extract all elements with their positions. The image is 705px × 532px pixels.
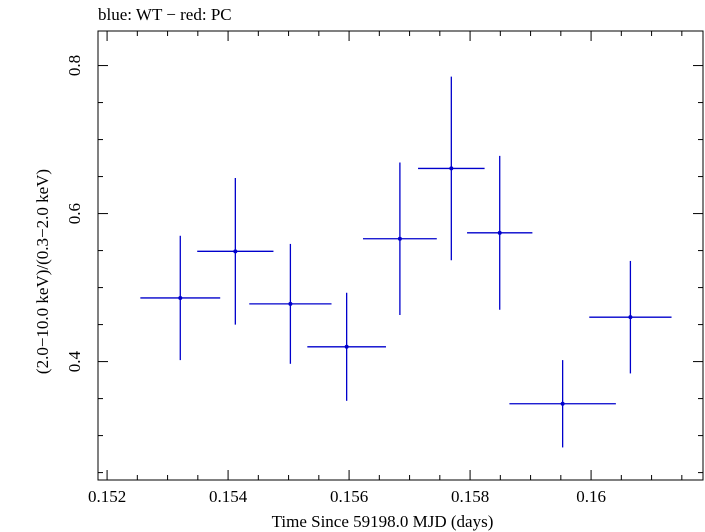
data-point — [589, 260, 672, 374]
point-marker — [233, 249, 238, 254]
point-marker — [397, 236, 402, 241]
point-marker — [344, 344, 349, 349]
point-marker — [288, 301, 293, 306]
y-tick-label: 0.4 — [65, 350, 84, 372]
x-tick-label: 0.16 — [576, 487, 606, 506]
y-tick-label: 0.8 — [65, 55, 84, 76]
point-marker — [628, 315, 633, 320]
x-tick-label: 0.152 — [88, 487, 126, 506]
x-tick-label: 0.156 — [330, 487, 368, 506]
data-point — [509, 360, 616, 448]
point-marker — [560, 401, 565, 406]
y-axis-label: (2.0−10.0 keV)/(0.3−2.0 keV) — [33, 169, 52, 374]
x-axis-label: Time Since 59198.0 MJD (days) — [272, 512, 494, 531]
data-point — [418, 76, 485, 261]
data-point — [467, 155, 533, 310]
chart-title: blue: WT − red: PC — [98, 5, 232, 24]
data-point — [140, 235, 221, 361]
data-point — [249, 243, 332, 364]
point-marker — [449, 166, 454, 171]
x-tick-label: 0.158 — [451, 487, 489, 506]
x-tick-label: 0.154 — [209, 487, 248, 506]
y-tick-label: 0.6 — [65, 203, 84, 224]
plot-frame — [97, 30, 704, 481]
point-marker — [178, 295, 183, 300]
data-point — [362, 162, 437, 315]
data-point — [307, 292, 386, 401]
data-point — [197, 178, 274, 325]
point-marker — [497, 230, 502, 235]
axis-ticks: 0.152 0.154 0.156 0.158 0.16 0.4 0.6 0.8 — [65, 31, 703, 506]
data-marks — [140, 76, 672, 448]
